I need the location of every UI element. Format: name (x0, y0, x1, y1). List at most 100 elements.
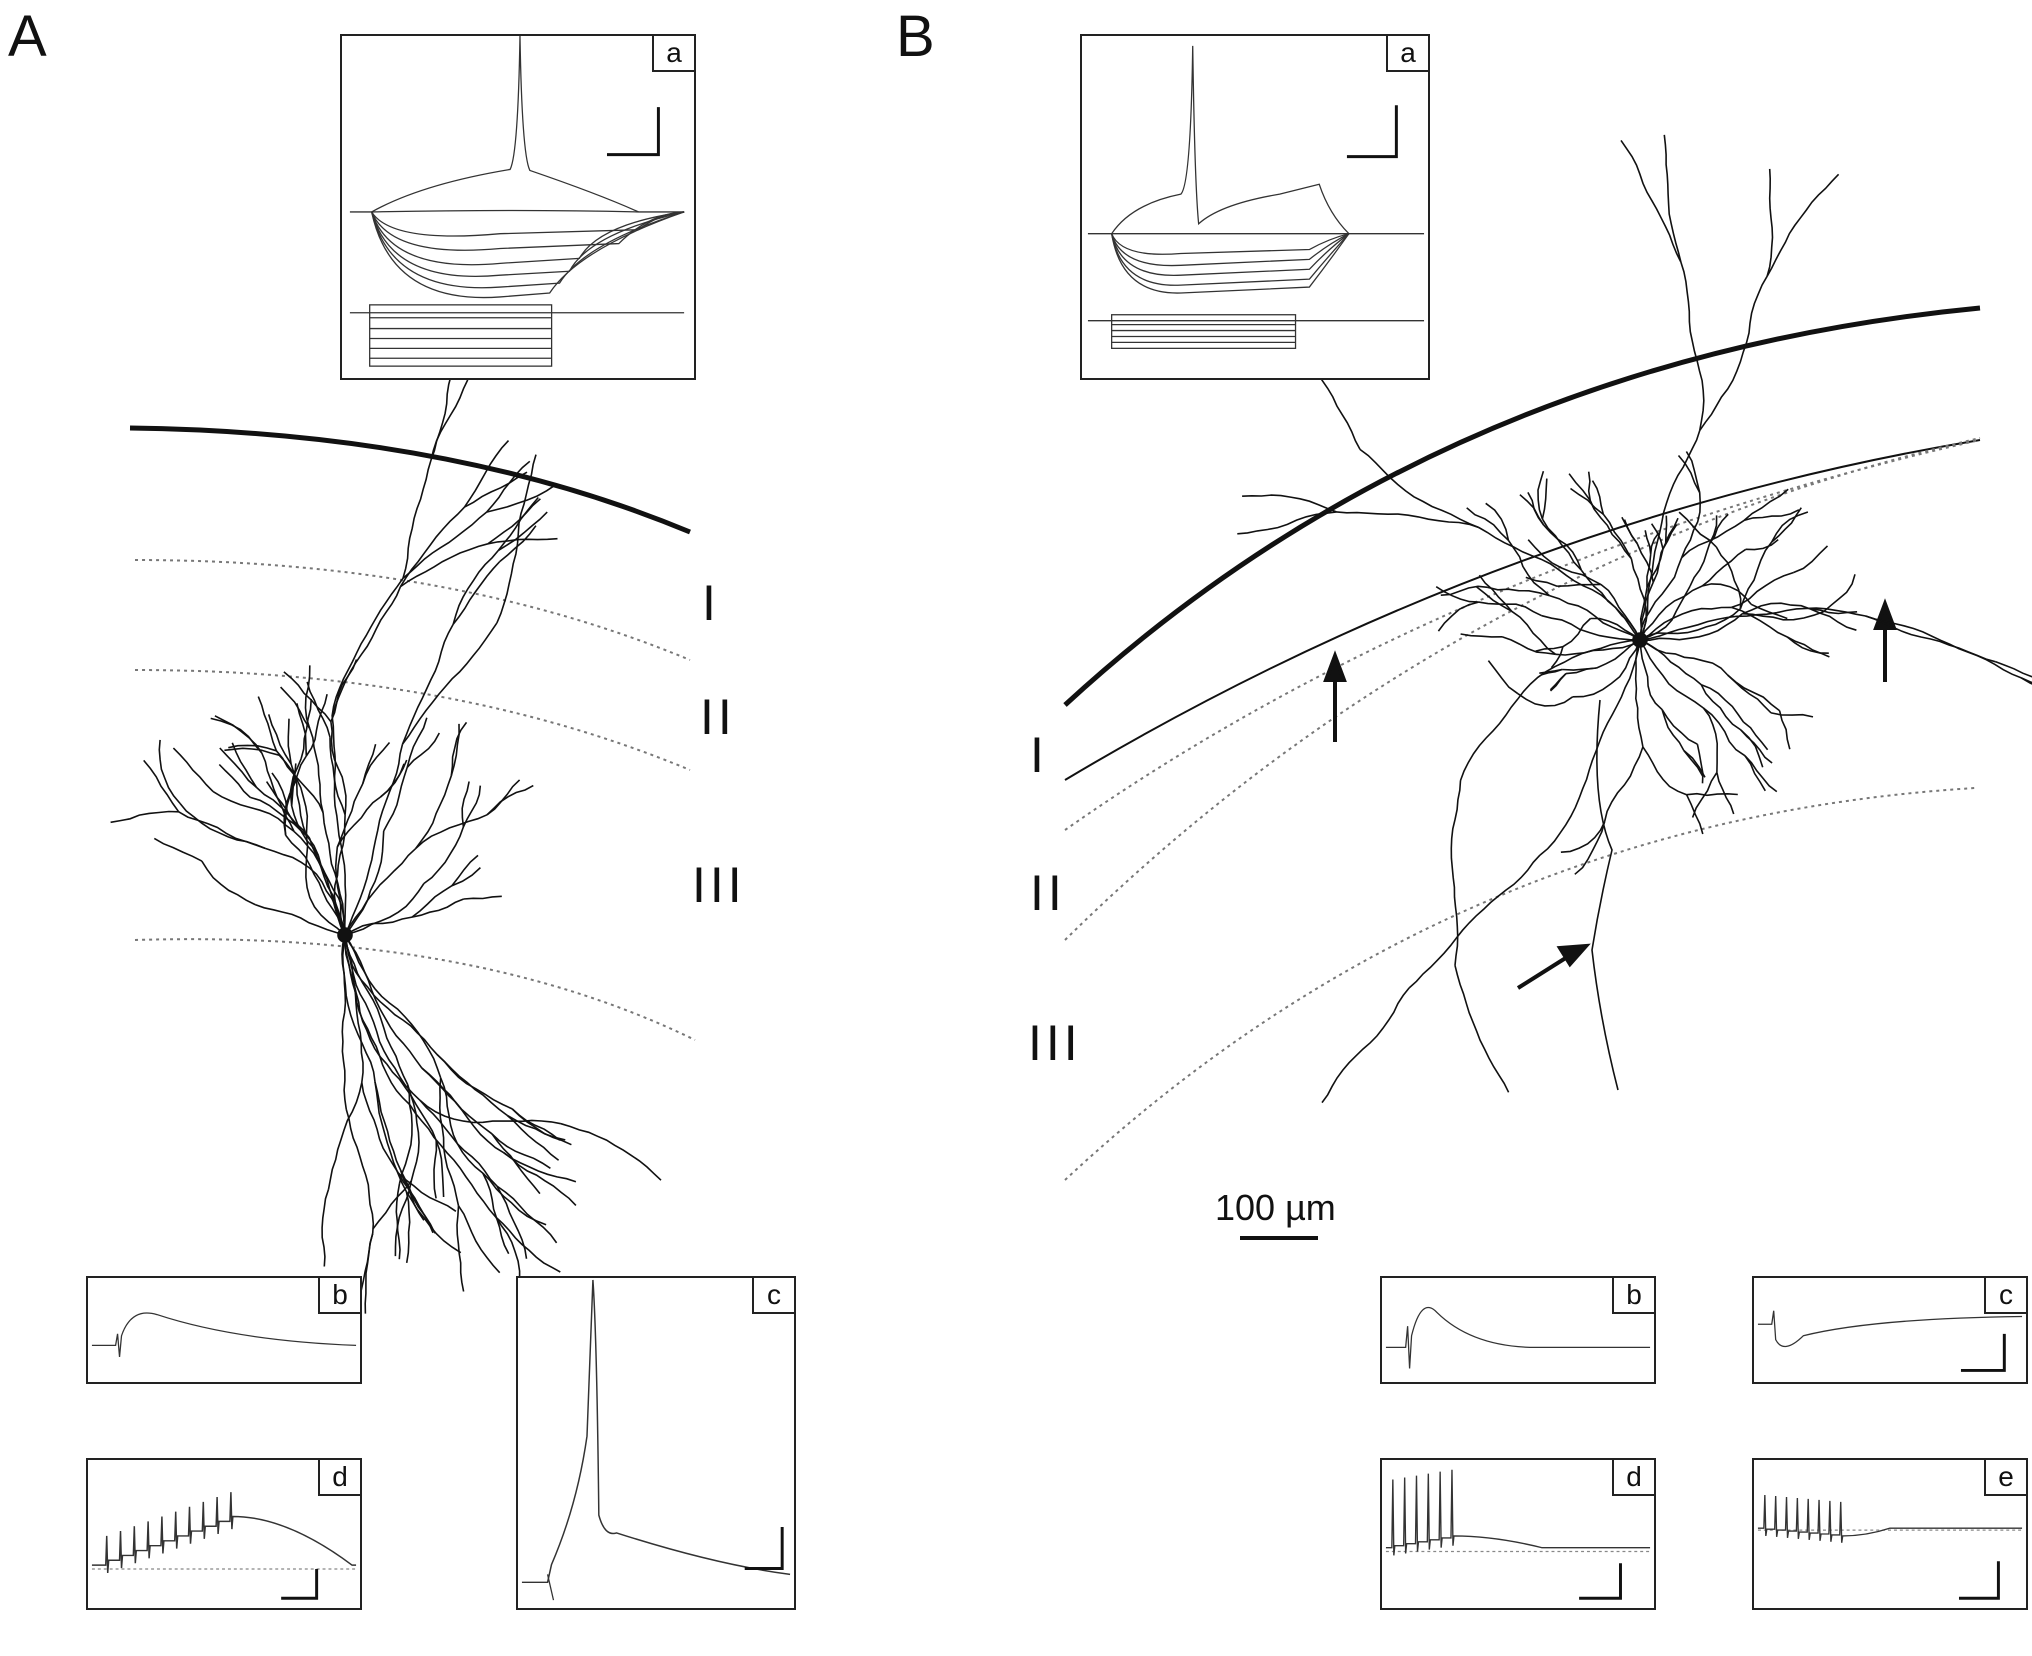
dendrite (462, 785, 482, 828)
dendrite (518, 454, 537, 524)
dendrite (1995, 661, 2032, 678)
dendrite (1677, 454, 1701, 493)
layer-boundary-b-4 (1064, 787, 1976, 1181)
dendrite (1562, 667, 1597, 671)
dendrite (1517, 693, 1574, 707)
dendrite (451, 854, 479, 887)
dendrite (345, 1109, 375, 1234)
dendrite (1683, 749, 1706, 778)
dendrite (497, 496, 539, 551)
dendrite (1731, 571, 1794, 609)
dendrite (361, 1082, 400, 1174)
dendrite (179, 802, 266, 850)
dendrite (506, 1114, 560, 1161)
layer-label-a-2: II (700, 689, 736, 745)
dendrite (406, 1084, 420, 1182)
layer-boundary-b-3 (1064, 437, 1981, 941)
dendrite (304, 665, 311, 729)
dendrite (1727, 674, 1781, 712)
inset-b-d: d (1380, 1458, 1656, 1610)
dendrite (321, 1189, 330, 1267)
inset-b-c: c (1752, 1276, 2028, 1384)
dendrite (436, 1053, 513, 1110)
dendrite (499, 525, 537, 563)
dendrite (1708, 515, 1718, 544)
dendrite (1865, 615, 1996, 663)
dendrite (1664, 515, 1668, 544)
dendrite (457, 1205, 501, 1274)
dendrite (1596, 639, 1641, 669)
inset-label-a-c: c (752, 1276, 796, 1314)
dendrite (402, 459, 432, 579)
dendrite (463, 440, 510, 508)
dendrite (401, 622, 498, 745)
dendrite (287, 718, 292, 765)
dendrite (405, 1191, 411, 1264)
layer-label-b-1: I (1030, 727, 1048, 783)
dendrite (1639, 585, 1703, 641)
dendrite (158, 739, 181, 804)
dendrite (411, 885, 453, 918)
dendrite (1702, 707, 1719, 773)
dendrite (231, 742, 258, 788)
dendrite (439, 1077, 484, 1174)
inset-a-a: a (340, 34, 696, 380)
dendrite (296, 703, 308, 757)
dendrite (1450, 780, 1462, 966)
dendrite (290, 805, 320, 857)
dendrite (415, 814, 488, 849)
panel-letter-b: B (896, 4, 935, 69)
dendrite (1642, 746, 1687, 796)
panel-letter-a: A (8, 4, 47, 69)
dendrite (495, 1216, 561, 1273)
dendrite (1550, 646, 1564, 669)
dendrite (254, 903, 346, 936)
dendrite (1557, 583, 1601, 587)
dendrite (275, 750, 324, 814)
scale-bar-label: 100 µm (1215, 1187, 1336, 1228)
dendrite (1792, 545, 1829, 574)
dendrite (1591, 480, 1605, 515)
dendrite (344, 934, 442, 1079)
dendrite (1689, 543, 1711, 587)
dendrite (491, 1133, 551, 1169)
dendrite (336, 783, 364, 848)
dendrite (1336, 511, 1480, 529)
dendrite (1786, 636, 1830, 658)
inset-label-b-d: d (1612, 1458, 1656, 1496)
dendrite (503, 1152, 577, 1183)
dendrite (386, 1063, 437, 1141)
dendrite (1560, 821, 1606, 853)
inset-b-a: a (1080, 34, 1430, 380)
dendrite (1507, 539, 1550, 597)
pia-surface-a (129, 425, 691, 535)
dendrite (1562, 617, 1592, 648)
dendrite (344, 916, 413, 936)
inset-label-b-e: e (1984, 1458, 2028, 1496)
dendrite (322, 812, 346, 936)
dendrite (178, 811, 266, 850)
dendrite (1743, 509, 1800, 522)
neuron-pyramidal-a (110, 365, 662, 1321)
dendrite (1466, 507, 1509, 541)
dendrite (1541, 518, 1582, 571)
dendrite (1699, 275, 1768, 432)
dendrite (461, 781, 470, 827)
dendrite (283, 671, 332, 723)
dendrite (1603, 746, 1644, 822)
dendrite (344, 934, 409, 1085)
dendrite (1639, 582, 1654, 641)
dendrite (1408, 854, 1541, 989)
dendrite (485, 460, 531, 513)
dendrite (560, 1122, 662, 1181)
dendrite (212, 790, 295, 833)
dendrite (456, 1205, 465, 1292)
dendrite (491, 1133, 541, 1195)
dendrite (327, 1082, 363, 1190)
dendrite (1541, 614, 1641, 641)
dendrite (344, 934, 421, 1101)
soma (1632, 632, 1648, 648)
dendrite (409, 1104, 497, 1218)
dendrite (1541, 478, 1548, 520)
